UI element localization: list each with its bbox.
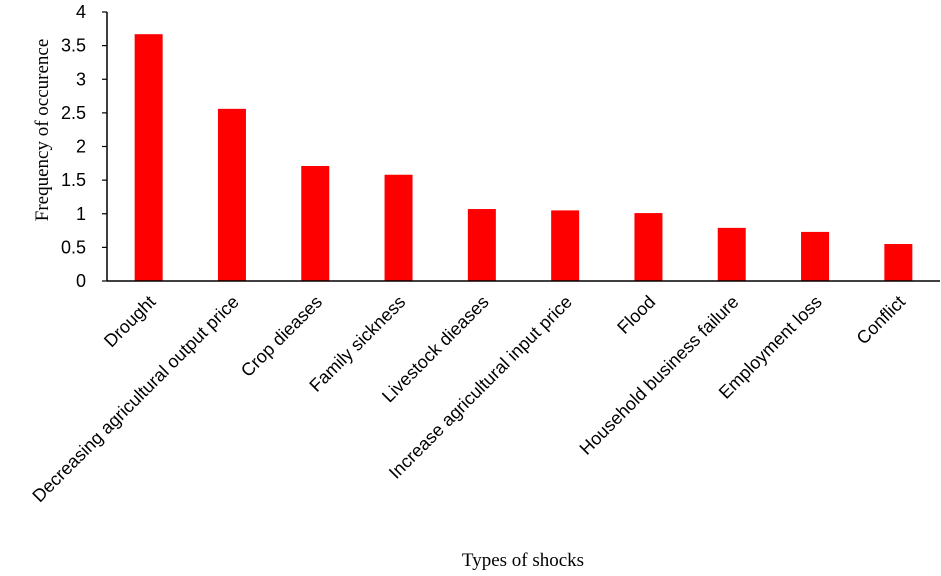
- x-category-label: Crop dieases: [237, 292, 326, 381]
- y-axis-title: Frequency of occurence: [32, 39, 53, 222]
- bar-household-business-failure: [717, 227, 746, 281]
- y-tick-label: 0.5: [61, 237, 86, 257]
- y-tick-label: 3.5: [61, 36, 86, 56]
- x-category-label: Increase agricultural input price: [385, 292, 576, 483]
- bar-conflict: [884, 244, 913, 281]
- bars: [134, 34, 913, 281]
- x-category-label: Conflict: [853, 292, 910, 349]
- x-axis-title: Types of shocks: [462, 550, 584, 571]
- y-tick-label: 1.5: [61, 170, 86, 190]
- y-tick-label: 1: [76, 204, 86, 224]
- bar-family-sickness: [384, 174, 413, 281]
- bar-employment-loss: [801, 231, 830, 281]
- bar-drought: [134, 34, 163, 281]
- bar-flood: [634, 213, 663, 281]
- y-tick-label: 2.5: [61, 103, 86, 123]
- bar-decreasing-agricultural-output-price: [217, 108, 246, 281]
- y-tick-label: 2: [76, 137, 86, 157]
- y-tick-label: 3: [76, 69, 86, 89]
- y-tick-label: 0: [76, 271, 86, 291]
- bar-increase-agricultural-input-price: [551, 210, 580, 281]
- x-category-label: Flood: [613, 292, 659, 338]
- x-category-label: Drought: [100, 292, 159, 351]
- y-tick-label: 4: [76, 2, 86, 22]
- bar-crop-dieases: [301, 166, 330, 281]
- bar-livestock-dieases: [467, 209, 496, 281]
- y-axis-ticks: 0 0.5 1 1.5 2 2.5 3 3.5 4: [61, 2, 107, 291]
- x-category-label: Household business failure: [576, 292, 743, 459]
